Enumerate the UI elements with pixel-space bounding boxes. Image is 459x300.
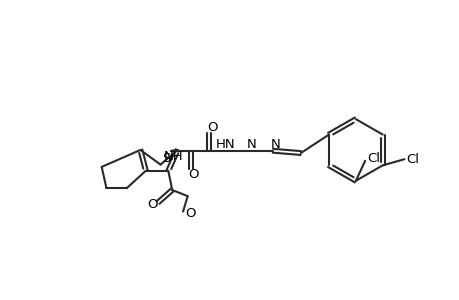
Text: O: O — [185, 207, 196, 220]
Text: S: S — [162, 152, 171, 165]
Text: Cl: Cl — [366, 152, 380, 165]
Text: HN: HN — [215, 138, 235, 151]
Text: O: O — [207, 121, 217, 134]
Text: N: N — [246, 138, 256, 151]
Text: NH: NH — [163, 150, 183, 164]
Text: O: O — [188, 168, 199, 181]
Text: N: N — [270, 138, 280, 151]
Text: O: O — [146, 198, 157, 211]
Text: Cl: Cl — [406, 153, 419, 166]
